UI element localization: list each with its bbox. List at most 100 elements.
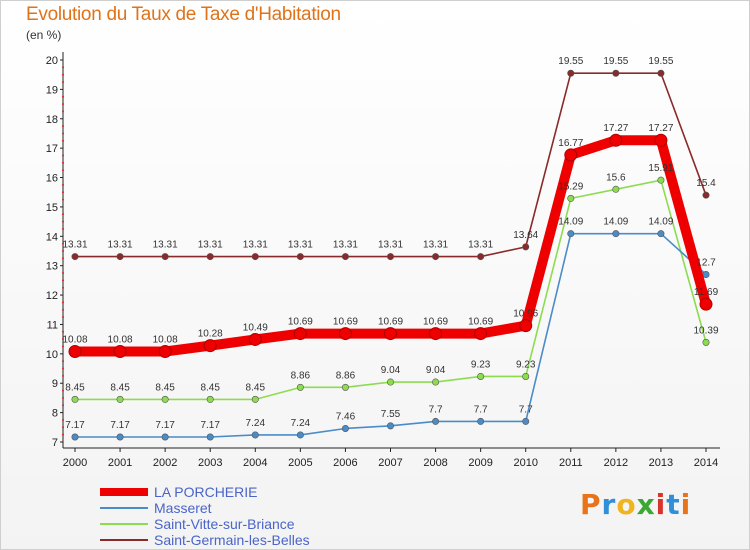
data-point [71, 433, 79, 441]
data-label: 14.09 [558, 217, 583, 228]
y-tick-label: 13 [46, 261, 58, 273]
data-label: 10.28 [198, 329, 223, 340]
data-point [612, 185, 620, 193]
data-point [612, 69, 620, 77]
data-point [654, 133, 668, 147]
logo-letter: i [655, 488, 667, 521]
y-minor-tick [62, 301, 64, 304]
data-point [522, 372, 530, 380]
data-label: 8.45 [200, 382, 220, 393]
data-label: 8.86 [291, 370, 311, 381]
data-point [296, 253, 304, 261]
data-point [386, 253, 394, 261]
y-minor-tick [62, 95, 64, 98]
y-minor-tick [62, 162, 64, 164]
data-point [251, 431, 259, 439]
data-point [699, 297, 713, 311]
data-point [477, 253, 485, 261]
y-minor-tick [62, 360, 64, 362]
data-point [612, 230, 620, 238]
chart-title: Evolution du Taux de Taxe d'Habitation [26, 4, 341, 25]
y-minor-tick [62, 213, 64, 216]
x-tick-label: 2003 [198, 457, 222, 469]
x-tick-label: 2011 [559, 457, 583, 469]
data-label: 10.69 [468, 317, 493, 328]
data-point [251, 395, 259, 403]
data-label: 19.55 [558, 56, 583, 67]
y-minor-tick [62, 125, 64, 127]
y-minor-tick [62, 66, 64, 69]
data-label: 10.69 [333, 317, 358, 328]
data-point [567, 69, 575, 77]
data-label: 13.31 [108, 240, 133, 251]
y-minor-tick [62, 338, 64, 340]
data-point [432, 417, 440, 425]
data-label: 15.4 [696, 178, 716, 189]
legend-label: Masseret [154, 500, 212, 516]
data-label: 9.23 [471, 359, 491, 370]
data-label: 15.29 [558, 181, 583, 192]
y-minor-tick [62, 375, 64, 377]
data-label: 13.31 [423, 240, 448, 251]
x-tick-label: 2002 [153, 457, 177, 469]
data-point [341, 253, 349, 261]
legend-swatch [100, 539, 148, 541]
data-label: 10.08 [153, 334, 178, 345]
data-label: 14.09 [648, 217, 673, 228]
data-point [116, 395, 124, 403]
data-point [341, 383, 349, 391]
data-label: 13.31 [62, 240, 87, 251]
data-point [432, 253, 440, 261]
data-point [657, 230, 665, 238]
y-tick-label: 14 [46, 231, 58, 243]
y-minor-tick [62, 81, 64, 83]
data-label: 7.24 [246, 418, 266, 429]
data-label: 13.31 [468, 240, 493, 251]
data-label: 19.55 [603, 56, 628, 67]
data-point [567, 194, 575, 202]
data-label: 15.91 [648, 163, 673, 174]
x-tick-label: 2008 [423, 457, 447, 469]
data-point [161, 433, 169, 441]
data-label: 7.24 [291, 418, 311, 429]
y-tick-label: 10 [46, 349, 58, 361]
y-minor-tick [62, 73, 64, 76]
y-minor-tick [62, 140, 64, 142]
legend-label: Saint-Germain-les-Belles [154, 532, 310, 548]
data-point [429, 327, 443, 341]
y-minor-tick [62, 191, 64, 193]
y-minor-tick [62, 367, 64, 370]
data-point [293, 327, 307, 341]
legend-label: LA PORCHERIE [154, 484, 258, 500]
data-point [71, 253, 79, 261]
data-label: 15.6 [606, 172, 626, 183]
y-tick-label: 20 [46, 55, 58, 67]
data-label: 7.17 [200, 420, 220, 431]
x-tick-label: 2010 [513, 457, 537, 469]
y-minor-tick [62, 331, 64, 333]
y-tick-label: 16 [46, 173, 58, 185]
data-label: 8.45 [110, 382, 130, 393]
data-label: 17.27 [648, 123, 673, 134]
y-minor-tick [62, 426, 64, 429]
data-point [564, 148, 578, 162]
data-label: 8.45 [65, 382, 85, 393]
data-point [386, 422, 394, 430]
y-tick-label: 7 [52, 437, 58, 449]
data-point [522, 417, 530, 425]
y-minor-tick [62, 316, 64, 318]
x-tick-label: 2007 [378, 457, 402, 469]
data-point [116, 433, 124, 441]
data-label: 7.7 [474, 404, 488, 415]
data-point [477, 372, 485, 380]
y-minor-tick [62, 345, 64, 348]
data-label: 7.7 [519, 404, 533, 415]
logo-letter: x [636, 488, 656, 521]
x-tick-label: 2004 [243, 457, 267, 469]
x-tick-label: 2009 [468, 457, 492, 469]
data-label: 10.96 [513, 309, 538, 320]
y-minor-tick [62, 279, 64, 282]
y-minor-tick [62, 397, 64, 399]
logo-letter: o [616, 488, 637, 521]
